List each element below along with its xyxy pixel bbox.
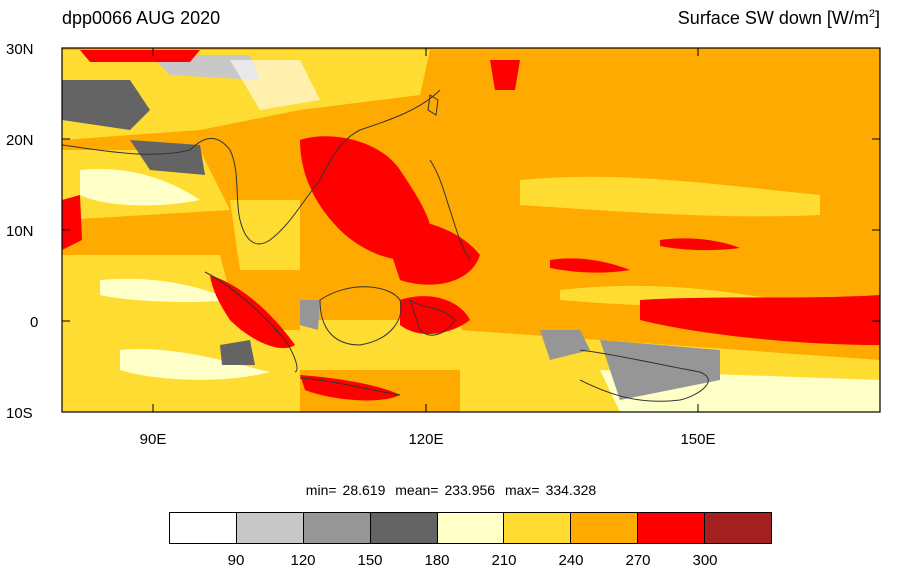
colorbar-label: 270	[625, 552, 651, 569]
lat-label-20n: 20N	[6, 132, 34, 149]
colorbar-label: 90	[227, 552, 245, 569]
min-label: min=	[305, 482, 337, 498]
colorbar-label: 240	[558, 552, 584, 569]
new-guinea-coast	[579, 349, 709, 402]
field-statistics: min= 28.619 mean= 233.956 max= 334.328	[0, 482, 902, 498]
colorbar-label: 300	[692, 552, 718, 569]
units-end: ]	[874, 8, 880, 28]
lat-label-10s: 10S	[6, 405, 33, 422]
gray-region-halmahera	[540, 330, 590, 360]
java-coast	[299, 377, 401, 396]
lon-label-120e: 120E	[408, 431, 443, 448]
red-region-sumatra	[210, 275, 295, 349]
colorbar-label: 120	[290, 552, 316, 569]
pale-patch-3	[120, 349, 270, 380]
lon-label-150e: 150E	[680, 431, 715, 448]
gray-region-new-guinea	[600, 340, 720, 400]
colorbar-label: 210	[491, 552, 517, 569]
map-field	[62, 48, 880, 412]
colorbar-swatch	[303, 513, 371, 543]
gray-region-singapore	[300, 300, 320, 330]
plot-title-right: Surface SW down [W/m2]	[678, 8, 880, 29]
sulawesi-coast	[409, 298, 456, 336]
colorbar-swatch	[638, 513, 706, 543]
white-region-china	[230, 60, 320, 110]
max-value: 334.328	[545, 482, 597, 498]
colorbar-swatch	[705, 513, 772, 543]
mean-label: mean=	[395, 482, 439, 498]
lat-label-30n: 30N	[6, 41, 34, 58]
units-superscript: 2	[868, 8, 875, 20]
pale-patch-2	[100, 278, 230, 303]
colorbar-label: 180	[424, 552, 450, 569]
colorbar-swatch	[437, 513, 505, 543]
units-main: Surface SW down [W/m	[677, 8, 869, 28]
colorbar-swatch	[170, 513, 237, 543]
taiwan-coast	[427, 94, 439, 116]
lon-label-90e: 90E	[140, 431, 167, 448]
mean-value: 233.956	[444, 482, 496, 498]
north-yellow-region	[62, 50, 430, 140]
central-pacific-yellow	[520, 176, 820, 217]
lat-label-eq: 0	[30, 314, 38, 331]
colorbar-labels: 90 120 150 180 210 240 270 300	[169, 552, 772, 572]
borneo-coast	[319, 286, 402, 346]
colorbar-swatch	[571, 513, 639, 543]
colorbar-swatch	[236, 513, 304, 543]
colorbar	[169, 512, 772, 544]
gray-region-bay	[130, 140, 205, 175]
max-label: max=	[504, 482, 540, 498]
plot-title-left: dpp0066 AUG 2020	[62, 8, 221, 28]
red-patch-pacific-2	[660, 238, 740, 251]
gray-region-india	[62, 80, 150, 130]
colorbar-label: 150	[357, 552, 383, 569]
red-patch-pacific-1	[550, 258, 630, 273]
coastlines	[62, 89, 709, 402]
gray-region-sumatra-west	[220, 340, 255, 365]
red-region-north	[490, 60, 520, 90]
philippines-coast	[429, 159, 471, 261]
mainland-coast	[62, 89, 441, 245]
red-region-equatorial-pacific	[640, 295, 880, 345]
colorbar-swatch	[504, 513, 572, 543]
pale-patch-1	[80, 169, 200, 206]
axis-ticks	[62, 47, 880, 413]
red-region-sulu	[380, 219, 480, 285]
red-region-west	[62, 195, 82, 250]
colorbar-swatch	[370, 513, 438, 543]
sumatra-coast	[204, 271, 298, 373]
lat-label-10n: 10N	[6, 223, 34, 240]
gulf-thailand-yellow	[230, 200, 300, 270]
red-region-tibet-edge	[80, 50, 200, 62]
red-region-celebes	[400, 296, 470, 335]
min-value: 28.619	[342, 482, 386, 498]
map-figure: 30N 20N 10N 0 10S 90E 120E 150E	[6, 41, 881, 448]
